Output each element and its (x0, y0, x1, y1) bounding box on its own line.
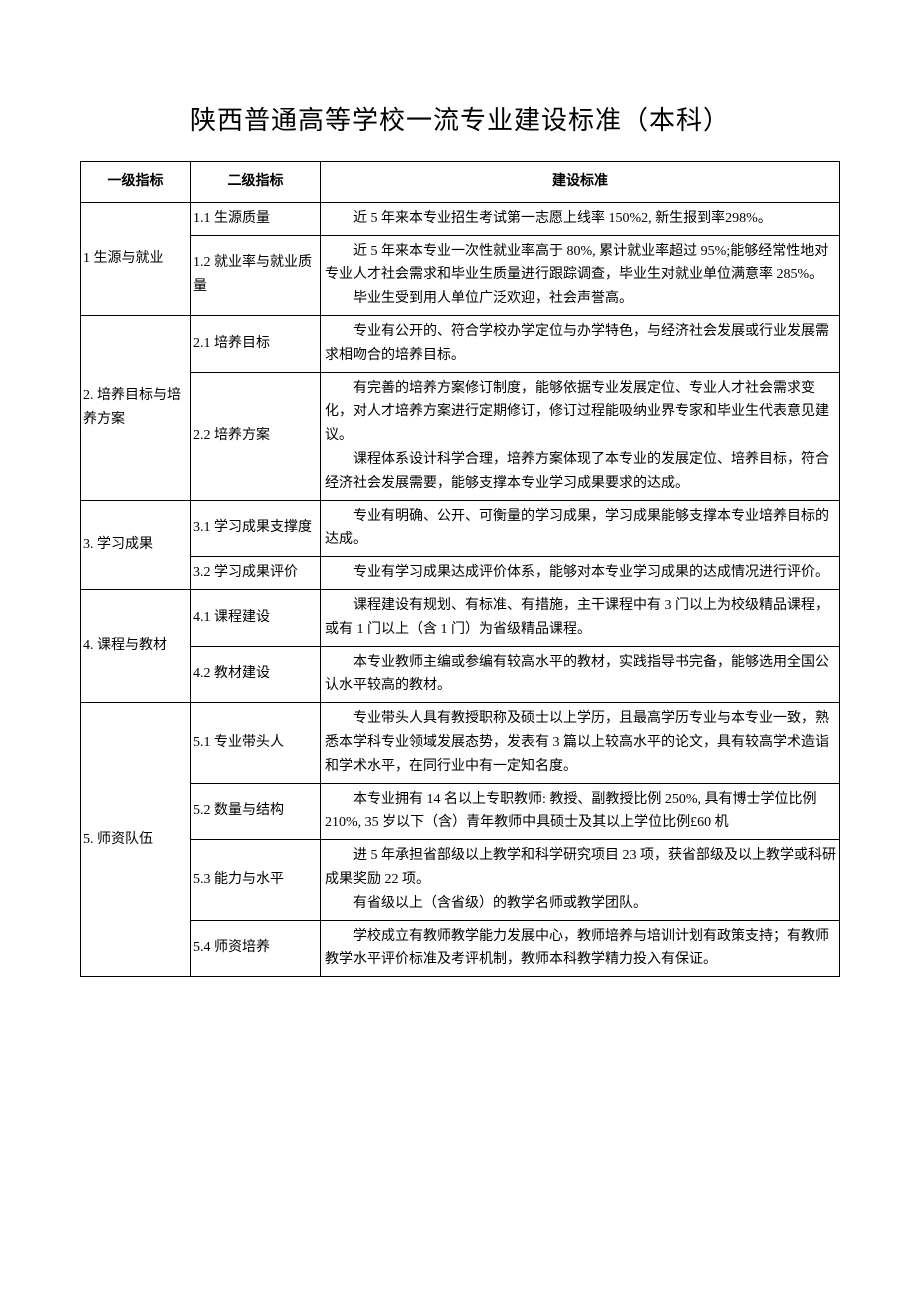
table-row: 3.2 学习成果评价专业有学习成果达成评价体系，能够对本专业学习成果的达成情况进… (81, 557, 840, 590)
cell-text: 有完善的培养方案修订制度，能够依据专业发展定位、专业人才社会需求变化，对人才培养… (325, 377, 837, 448)
cell-text: 专业有学习成果达成评价体系，能够对本专业学习成果的达成情况进行评价。 (325, 561, 837, 585)
header-level1: 一级指标 (81, 162, 191, 203)
table-row: 2. 培养目标与培养方案2.1 培养目标专业有公开的、符合学校办学定位与办学特色… (81, 315, 840, 372)
table-row: 5. 师资队伍5.1 专业带头人专业带头人具有教授职称及硕士以上学历，且最高学历… (81, 703, 840, 783)
level2-cell: 5.2 数量与结构 (191, 783, 321, 840)
cell-text: 本专业教师主编或参编有较高水平的教材，实践指导书完备，能够选用全国公认水平较高的… (325, 651, 837, 699)
standard-cell: 本专业拥有 14 名以上专职教师: 教授、副教授比例 250%, 具有博士学位比… (321, 783, 840, 840)
level2-cell: 1.2 就业率与就业质量 (191, 235, 321, 315)
table-row: 1 生源与就业1.1 生源质量近 5 年来本专业招生考试第一志愿上线率 150%… (81, 202, 840, 235)
standard-cell: 专业有公开的、符合学校办学定位与办学特色，与经济社会发展或行业发展需求相吻合的培… (321, 315, 840, 372)
cell-text: 毕业生受到用人单位广泛欢迎，社会声誉高。 (325, 287, 837, 311)
level1-cell: 4. 课程与教材 (81, 589, 191, 702)
table-body: 1 生源与就业1.1 生源质量近 5 年来本专业招生考试第一志愿上线率 150%… (81, 202, 840, 976)
cell-text: 近 5 年来本专业一次性就业率高于 80%, 累计就业率超过 95%;能够经常性… (325, 240, 837, 288)
level2-cell: 2.1 培养目标 (191, 315, 321, 372)
header-level2: 二级指标 (191, 162, 321, 203)
cell-text: 专业有公开的、符合学校办学定位与办学特色，与经济社会发展或行业发展需求相吻合的培… (325, 320, 837, 368)
cell-text: 专业有明确、公开、可衡量的学习成果，学习成果能够支撑本专业培养目标的达成。 (325, 505, 837, 553)
table-row: 2.2 培养方案有完善的培养方案修订制度，能够依据专业发展定位、专业人才社会需求… (81, 372, 840, 500)
cell-text: 学校成立有教师教学能力发展中心，教师培养与培训计划有政策支持；有教师教学水平评价… (325, 925, 837, 973)
level1-cell: 3. 学习成果 (81, 500, 191, 589)
table-row: 3. 学习成果3.1 学习成果支撑度专业有明确、公开、可衡量的学习成果，学习成果… (81, 500, 840, 557)
document-page: 陕西普通高等学校一流专业建设标准（本科） 一级指标 二级指标 建设标准 1 生源… (0, 0, 920, 1037)
standard-cell: 近 5 年来本专业一次性就业率高于 80%, 累计就业率超过 95%;能够经常性… (321, 235, 840, 315)
table-row: 4.2 教材建设本专业教师主编或参编有较高水平的教材，实践指导书完备，能够选用全… (81, 646, 840, 703)
standard-cell: 专业有明确、公开、可衡量的学习成果，学习成果能够支撑本专业培养目标的达成。 (321, 500, 840, 557)
level2-cell: 2.2 培养方案 (191, 372, 321, 500)
standards-table: 一级指标 二级指标 建设标准 1 生源与就业1.1 生源质量近 5 年来本专业招… (80, 161, 840, 977)
cell-text: 本专业拥有 14 名以上专职教师: 教授、副教授比例 250%, 具有博士学位比… (325, 788, 837, 836)
level2-cell: 3.1 学习成果支撑度 (191, 500, 321, 557)
level2-cell: 5.4 师资培养 (191, 920, 321, 977)
table-row: 1.2 就业率与就业质量近 5 年来本专业一次性就业率高于 80%, 累计就业率… (81, 235, 840, 315)
cell-text: 有省级以上（含省级）的教学名师或教学团队。 (325, 892, 837, 916)
table-row: 5.2 数量与结构本专业拥有 14 名以上专职教师: 教授、副教授比例 250%… (81, 783, 840, 840)
level2-cell: 1.1 生源质量 (191, 202, 321, 235)
document-title: 陕西普通高等学校一流专业建设标准（本科） (80, 100, 840, 137)
table-row: 5.3 能力与水平进 5 年承担省部级以上教学和科学研究项目 23 项，获省部级… (81, 840, 840, 920)
cell-text: 课程体系设计科学合理，培养方案体现了本专业的发展定位、培养目标，符合经济社会发展… (325, 448, 837, 496)
level1-cell: 2. 培养目标与培养方案 (81, 315, 191, 500)
level2-cell: 5.3 能力与水平 (191, 840, 321, 920)
level2-cell: 4.1 课程建设 (191, 589, 321, 646)
table-row: 5.4 师资培养学校成立有教师教学能力发展中心，教师培养与培训计划有政策支持；有… (81, 920, 840, 977)
level2-cell: 3.2 学习成果评价 (191, 557, 321, 590)
standard-cell: 本专业教师主编或参编有较高水平的教材，实践指导书完备，能够选用全国公认水平较高的… (321, 646, 840, 703)
level1-cell: 1 生源与就业 (81, 202, 191, 315)
standard-cell: 有完善的培养方案修订制度，能够依据专业发展定位、专业人才社会需求变化，对人才培养… (321, 372, 840, 500)
standard-cell: 学校成立有教师教学能力发展中心，教师培养与培训计划有政策支持；有教师教学水平评价… (321, 920, 840, 977)
cell-text: 专业带头人具有教授职称及硕士以上学历，且最高学历专业与本专业一致，熟悉本学科专业… (325, 707, 837, 778)
table-header-row: 一级指标 二级指标 建设标准 (81, 162, 840, 203)
standard-cell: 进 5 年承担省部级以上教学和科学研究项目 23 项，获省部级及以上教学或科研成… (321, 840, 840, 920)
cell-text: 课程建设有规划、有标准、有措施，主干课程中有 3 门以上为校级精品课程，或有 1… (325, 594, 837, 642)
level1-cell: 5. 师资队伍 (81, 703, 191, 977)
cell-text: 近 5 年来本专业招生考试第一志愿上线率 150%2, 新生报到率298%。 (325, 207, 837, 231)
level2-cell: 4.2 教材建设 (191, 646, 321, 703)
level2-cell: 5.1 专业带头人 (191, 703, 321, 783)
standard-cell: 专业带头人具有教授职称及硕士以上学历，且最高学历专业与本专业一致，熟悉本学科专业… (321, 703, 840, 783)
table-row: 4. 课程与教材4.1 课程建设课程建设有规划、有标准、有措施，主干课程中有 3… (81, 589, 840, 646)
header-standard: 建设标准 (321, 162, 840, 203)
standard-cell: 课程建设有规划、有标准、有措施，主干课程中有 3 门以上为校级精品课程，或有 1… (321, 589, 840, 646)
standard-cell: 近 5 年来本专业招生考试第一志愿上线率 150%2, 新生报到率298%。 (321, 202, 840, 235)
standard-cell: 专业有学习成果达成评价体系，能够对本专业学习成果的达成情况进行评价。 (321, 557, 840, 590)
cell-text: 进 5 年承担省部级以上教学和科学研究项目 23 项，获省部级及以上教学或科研成… (325, 844, 837, 892)
